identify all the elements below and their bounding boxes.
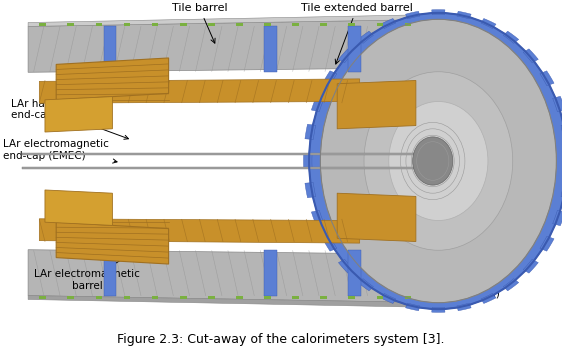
Polygon shape bbox=[338, 259, 353, 273]
Polygon shape bbox=[292, 23, 299, 26]
Polygon shape bbox=[540, 236, 554, 251]
Polygon shape bbox=[380, 293, 396, 303]
Text: Figure 2.3: Cut-away of the calorimeters system [3].: Figure 2.3: Cut-away of the calorimeters… bbox=[117, 334, 445, 346]
Polygon shape bbox=[28, 296, 438, 308]
Polygon shape bbox=[432, 10, 445, 15]
Polygon shape bbox=[337, 193, 416, 242]
Polygon shape bbox=[358, 31, 373, 43]
Polygon shape bbox=[39, 296, 46, 299]
Polygon shape bbox=[561, 124, 562, 140]
Polygon shape bbox=[292, 296, 299, 299]
Polygon shape bbox=[22, 167, 438, 169]
Polygon shape bbox=[540, 71, 554, 86]
Polygon shape bbox=[152, 23, 158, 26]
Polygon shape bbox=[320, 23, 327, 26]
Polygon shape bbox=[236, 296, 243, 299]
Polygon shape bbox=[457, 303, 471, 311]
Polygon shape bbox=[264, 250, 277, 296]
Polygon shape bbox=[67, 296, 74, 299]
Polygon shape bbox=[264, 296, 271, 299]
Polygon shape bbox=[96, 23, 102, 26]
Polygon shape bbox=[552, 96, 562, 112]
Polygon shape bbox=[405, 23, 411, 26]
Polygon shape bbox=[358, 279, 373, 291]
Polygon shape bbox=[56, 58, 169, 100]
Polygon shape bbox=[323, 236, 337, 251]
Polygon shape bbox=[311, 210, 324, 226]
Text: Tile barrel: Tile barrel bbox=[172, 3, 227, 43]
Polygon shape bbox=[303, 154, 312, 168]
Polygon shape bbox=[523, 49, 538, 63]
Polygon shape bbox=[552, 210, 562, 226]
Polygon shape bbox=[180, 296, 187, 299]
Text: LAr electromagnetic
barrel: LAr electromagnetic barrel bbox=[34, 236, 162, 291]
Polygon shape bbox=[124, 296, 130, 299]
Text: Tile extended barrel: Tile extended barrel bbox=[301, 3, 413, 64]
Polygon shape bbox=[104, 26, 116, 72]
Polygon shape bbox=[338, 49, 353, 63]
Polygon shape bbox=[481, 293, 496, 303]
Text: LAr hadronic
end-cap (HEC): LAr hadronic end-cap (HEC) bbox=[11, 99, 129, 139]
Polygon shape bbox=[152, 296, 158, 299]
Polygon shape bbox=[406, 11, 420, 19]
Polygon shape bbox=[380, 19, 396, 29]
Polygon shape bbox=[208, 23, 215, 26]
Polygon shape bbox=[39, 23, 46, 26]
Polygon shape bbox=[377, 23, 383, 26]
Polygon shape bbox=[39, 79, 360, 103]
Polygon shape bbox=[504, 279, 519, 291]
Polygon shape bbox=[305, 182, 316, 198]
Polygon shape bbox=[96, 296, 102, 299]
Polygon shape bbox=[377, 296, 383, 299]
Polygon shape bbox=[348, 23, 355, 26]
Polygon shape bbox=[457, 11, 471, 19]
Polygon shape bbox=[180, 23, 187, 26]
Polygon shape bbox=[28, 14, 438, 26]
Polygon shape bbox=[481, 19, 496, 29]
Polygon shape bbox=[28, 19, 438, 72]
Ellipse shape bbox=[389, 102, 488, 220]
Ellipse shape bbox=[364, 72, 513, 250]
Polygon shape bbox=[504, 31, 519, 43]
Text: LAr electromagnetic
end-cap (EMEC): LAr electromagnetic end-cap (EMEC) bbox=[3, 139, 117, 163]
Polygon shape bbox=[337, 80, 416, 129]
Polygon shape bbox=[523, 259, 538, 273]
Polygon shape bbox=[28, 250, 438, 303]
Polygon shape bbox=[561, 182, 562, 198]
Ellipse shape bbox=[320, 19, 556, 303]
Polygon shape bbox=[39, 219, 360, 243]
Polygon shape bbox=[348, 26, 361, 72]
Polygon shape bbox=[405, 296, 411, 299]
Polygon shape bbox=[104, 250, 116, 296]
Ellipse shape bbox=[309, 13, 562, 309]
Polygon shape bbox=[264, 23, 271, 26]
Polygon shape bbox=[348, 250, 361, 296]
Polygon shape bbox=[124, 23, 130, 26]
Polygon shape bbox=[236, 23, 243, 26]
Polygon shape bbox=[264, 26, 277, 72]
Polygon shape bbox=[56, 222, 169, 264]
Polygon shape bbox=[406, 303, 420, 311]
Polygon shape bbox=[348, 296, 355, 299]
Polygon shape bbox=[432, 307, 445, 312]
Polygon shape bbox=[22, 153, 438, 155]
Polygon shape bbox=[323, 71, 337, 86]
Polygon shape bbox=[305, 124, 316, 140]
Polygon shape bbox=[208, 296, 215, 299]
Polygon shape bbox=[45, 190, 112, 225]
Polygon shape bbox=[45, 97, 112, 132]
Polygon shape bbox=[320, 296, 327, 299]
Polygon shape bbox=[67, 23, 74, 26]
Polygon shape bbox=[311, 96, 324, 112]
Text: LAr forward (FCal): LAr forward (FCal) bbox=[405, 228, 500, 298]
Ellipse shape bbox=[413, 137, 453, 185]
